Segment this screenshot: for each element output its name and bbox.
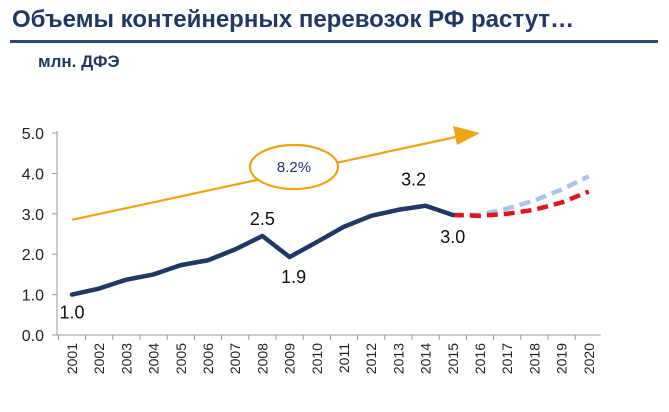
y-tick-label: 2.0 xyxy=(22,247,44,264)
data-label: 2.5 xyxy=(250,209,275,229)
x-tick-label: 2016 xyxy=(472,343,488,374)
x-tick-label: 2007 xyxy=(227,343,243,374)
forecast-line xyxy=(452,189,590,219)
x-tick-label: 2010 xyxy=(309,343,325,374)
x-tick-label: 2017 xyxy=(499,343,515,374)
x-tick-label: 2006 xyxy=(200,343,216,374)
x-tick-label: 2013 xyxy=(390,343,406,374)
y-tick-label: 0.0 xyxy=(22,328,44,345)
x-tick-label: 2004 xyxy=(146,343,162,374)
x-tick-label: 2005 xyxy=(173,343,189,374)
title-divider xyxy=(10,40,658,43)
data-label: 3.2 xyxy=(401,170,426,190)
x-tick-label: 2018 xyxy=(526,343,542,374)
x-tick-label: 2008 xyxy=(254,343,270,374)
x-tick-label: 2011 xyxy=(336,343,352,373)
data-label: 1.9 xyxy=(281,267,306,287)
unit-label: млн. ДФЭ xyxy=(38,52,120,71)
x-tick-label: 2003 xyxy=(118,343,134,374)
y-tick-label: 3.0 xyxy=(22,207,44,224)
x-tick-label: 2001 xyxy=(64,343,80,374)
x-tick-label: 2009 xyxy=(282,343,298,374)
trend-arrowhead xyxy=(453,126,480,145)
x-tick-label: 2014 xyxy=(418,343,434,374)
data-label: 1.0 xyxy=(59,303,84,323)
x-tick-label: 2002 xyxy=(91,343,107,374)
cagr-ellipse xyxy=(248,143,340,191)
y-tick-label: 4.0 xyxy=(22,166,44,183)
y-tick-label: 1.0 xyxy=(22,288,44,305)
page-title: Объемы контейнерных перевозок РФ растут… xyxy=(12,6,575,33)
y-tick-label: 5.0 xyxy=(22,126,44,143)
forecast-line xyxy=(452,174,590,218)
x-tick-label: 2012 xyxy=(363,343,379,374)
x-tick-label: 2015 xyxy=(445,343,461,374)
cagr-label: 8.2% xyxy=(277,159,311,176)
x-tick-label: 2020 xyxy=(581,343,597,374)
x-tick-label: 2019 xyxy=(554,343,570,374)
data-label: 3.0 xyxy=(440,227,465,247)
